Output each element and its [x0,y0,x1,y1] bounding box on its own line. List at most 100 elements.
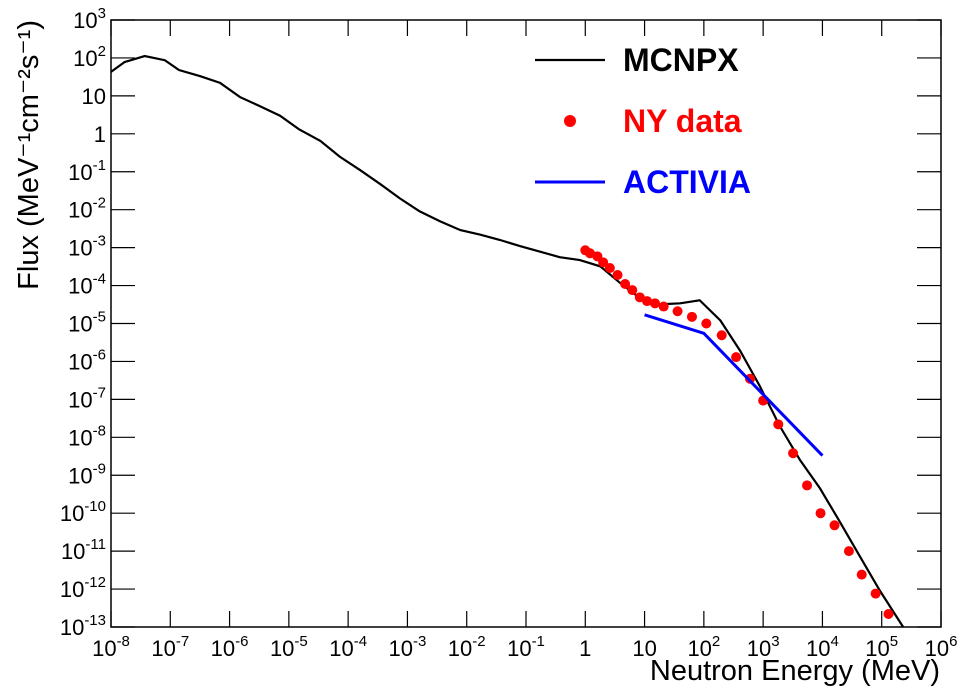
x-tick-label-exponent: -6 [235,633,248,650]
y-tick-label-base: 10 [68,198,92,223]
y-tick-label-exponent: -13 [84,612,106,629]
y-tick-label-base: 10 [73,8,97,33]
plot-frame [110,19,942,628]
y-tick-label: 10-10 [60,498,106,526]
y-tick-label: 103 [73,5,106,33]
data-point [650,298,661,309]
x-tick-label-exponent: -8 [117,633,130,650]
x-tick-label-exponent: -7 [176,633,189,650]
x-tick-label-base: 10 [925,636,949,661]
y-tick-label-exponent: -10 [84,498,106,515]
y-tick-label: 10-1 [68,157,106,185]
x-tick-label-base: 10 [329,636,353,661]
x-tick-label: 10-8 [92,633,130,661]
x-tick-label: 10-1 [507,633,545,661]
y-tick-label-exponent: -5 [93,309,106,326]
x-tick-label-base: 10 [448,636,472,661]
x-tick-label-exponent: -1 [532,633,545,650]
data-point [829,520,840,531]
x-tick-label-base: 10 [211,636,235,661]
y-tick-label-exponent: -7 [93,384,106,401]
x-tick-label: 10-2 [448,633,486,661]
x-tick-label: 10-4 [329,633,367,661]
series-line [110,54,905,628]
y-tick-label-base: 10 [68,387,92,412]
series-line [644,313,824,457]
y-tick-label: 10-9 [68,460,106,488]
y-tick-label-base: 10 [68,160,92,185]
y-tick-label: 102 [73,43,106,71]
x-tick-label-exponent: -3 [413,633,426,650]
y-tick-label: 10-7 [68,384,106,412]
y-tick-label-base: 10 [68,274,92,299]
y-tick-label-base: 10 [68,236,92,261]
x-tick-label-base: 10 [270,636,294,661]
x-tick-label-exponent: -5 [294,633,307,650]
y-tick-label: 10-5 [68,309,106,337]
y-tick-label-base: 10 [68,349,92,374]
data-point [620,278,631,289]
x-tick-label-exponent: 2 [712,633,720,650]
x-tick-label: 10-7 [151,633,189,661]
x-tick-label-exponent: -2 [472,633,485,650]
x-tick-label: 10-5 [270,633,308,661]
x-tick-label-base: 10 [92,636,116,661]
data-point [627,285,638,296]
y-tick-label-exponent: 3 [98,5,106,22]
y-tick-label-exponent: -3 [93,233,106,250]
legend-label: MCNPX [623,42,739,78]
y-tick-label-exponent: -9 [93,460,106,477]
y-tick-label-exponent: -6 [93,346,106,363]
data-point [788,448,799,459]
legend-label: NY data [623,103,742,139]
x-tick-label-base: 10 [687,636,711,661]
data-point [773,419,784,430]
x-tick-label-exponent: -4 [354,633,367,650]
x-tick-label: 1 [579,636,591,661]
x-tick-label-exponent: 3 [771,633,779,650]
x-tick-label-base: 10 [806,636,830,661]
data-point [604,263,615,274]
x-tick-label-exponent: 5 [890,633,898,650]
y-tick-label-exponent: -12 [84,574,106,591]
y-tick-label-base: 10 [61,539,85,564]
data-point [642,296,653,307]
data-point [731,352,742,363]
y-tick-label-exponent: -8 [93,422,106,439]
data-point [716,330,727,341]
y-tick-label: 10-3 [68,233,106,261]
x-tick-label-exponent: 6 [949,633,957,650]
y-tick-label: 10-11 [61,536,106,564]
x-tick-label: 102 [687,633,720,661]
legend-label: ACTIVIA [623,164,751,200]
y-tick-label-base: 10 [60,577,84,602]
y-tick-label-exponent: -4 [93,271,106,288]
x-tick-label-base: 10 [507,636,531,661]
data-point [612,269,623,280]
y-axis-title: Flux (MeV⁻¹cm⁻²s⁻¹) [13,20,45,290]
y-tick-label: 10-13 [60,612,106,640]
y-tick-label: 10-12 [60,574,106,602]
y-tick-label-base: 10 [68,463,92,488]
y-tick-label: 1 [94,122,106,147]
x-tick-label: 106 [925,633,958,661]
legend-marker [564,115,576,127]
data-point [672,306,683,317]
x-tick-label-base: 10 [747,636,771,661]
y-tick-label-base: 10 [68,312,92,337]
x-tick-label: 104 [806,633,839,661]
x-tick-label-base: 10 [389,636,413,661]
y-tick-label-base: 10 [60,501,84,526]
y-tick-label-exponent: 2 [98,43,106,60]
data-point [701,318,712,329]
y-tick-label: 10-8 [68,422,106,450]
x-tick-label: 103 [747,633,780,661]
data-point [843,546,854,557]
data-point [856,569,867,580]
x-tick-label-base: 10 [865,636,889,661]
x-tick-label-exponent: 4 [830,633,838,650]
y-tick-label-exponent: -1 [93,157,106,174]
x-tick-label: 10-3 [389,633,427,661]
y-tick-label-exponent: -11 [85,536,106,553]
